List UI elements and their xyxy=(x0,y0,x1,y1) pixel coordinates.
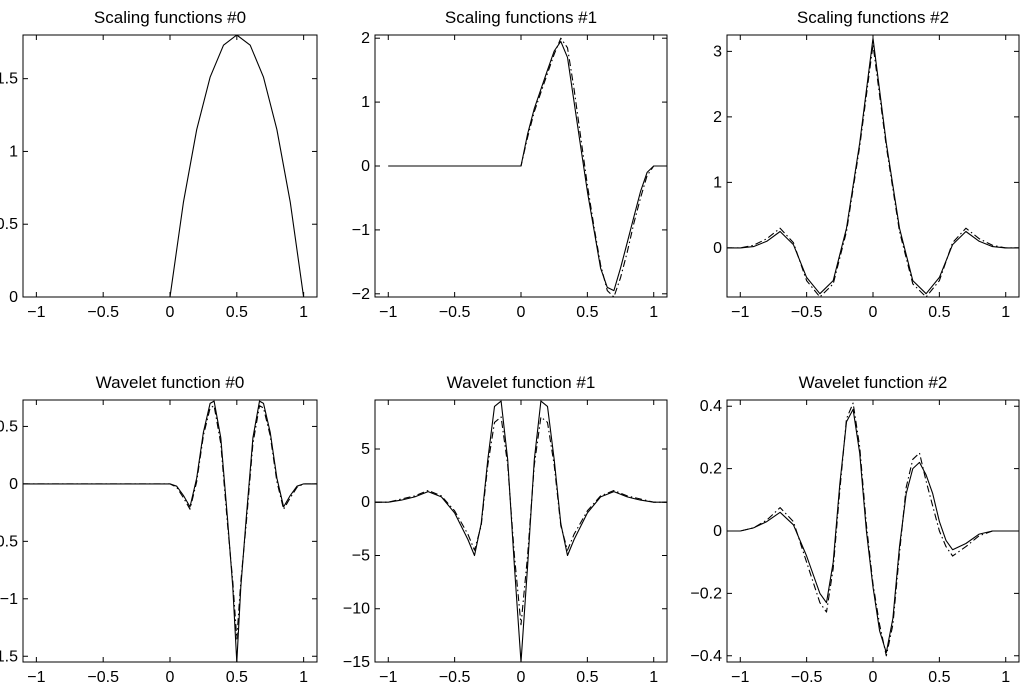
x-tick-label: 1 xyxy=(1001,669,1010,686)
y-tick-label: −0.2 xyxy=(690,585,722,602)
x-tick-label: −1 xyxy=(27,669,45,686)
x-tick-label: 1 xyxy=(299,669,308,686)
y-tick-label: 1 xyxy=(9,143,18,160)
subplot-2: Scaling functions #2 −1 −0.5 0 0.5 1 0 1 2 3 xyxy=(713,8,1020,321)
subplot-title: Scaling functions #1 xyxy=(445,8,597,27)
x-tick-label: 0 xyxy=(517,304,526,321)
x-tick-label: −0.5 xyxy=(791,669,823,686)
x-tick-label: 0.5 xyxy=(576,304,598,321)
plot-area xyxy=(169,35,305,297)
subplot-title: Scaling functions #2 xyxy=(797,8,949,27)
series-line-solid xyxy=(23,400,317,662)
x-tick-label: −1 xyxy=(379,669,397,686)
y-tick-label: 2 xyxy=(361,30,370,47)
y-tick-label: −2 xyxy=(352,286,370,303)
subplot-title: Wavelet function #1 xyxy=(447,373,596,392)
x-tick-label: −1 xyxy=(731,669,749,686)
series-line-solid xyxy=(375,400,667,662)
y-tick-label: 0 xyxy=(9,476,18,493)
x-tick-label: 0.5 xyxy=(226,669,248,686)
y-tick-label: −0.5 xyxy=(0,533,18,550)
x-tick-label: 0.5 xyxy=(576,669,598,686)
y-tick-label: −15 xyxy=(343,654,370,671)
axes-frame xyxy=(726,34,1020,298)
plot-area xyxy=(375,400,667,662)
y-tick-label: −1 xyxy=(352,222,370,239)
series-line-dashdot xyxy=(388,37,667,297)
x-tick-label: 0 xyxy=(869,304,878,321)
plot-area xyxy=(727,402,1019,657)
x-tick-label: −0.5 xyxy=(439,304,471,321)
y-tick-label: 0 xyxy=(361,158,370,175)
x-tick-label: 1 xyxy=(649,669,658,686)
y-tick-label: 1 xyxy=(713,174,722,191)
subplot-4: Wavelet function #1 −1 −0.5 0 0.5 1 −15 −10 −5 0 5 xyxy=(343,373,668,686)
x-tick-label: 0.5 xyxy=(928,669,950,686)
subplot-5: Wavelet function #2 −1 −0.5 0 0.5 1 −0.4 −0.2 0 0… xyxy=(690,373,1020,686)
x-tick-label: −0.5 xyxy=(791,304,823,321)
x-tick-label: 1 xyxy=(299,304,308,321)
y-tick-label: −0.4 xyxy=(690,648,722,665)
y-tick-label: −1.5 xyxy=(0,648,18,665)
y-tick-label: −1 xyxy=(0,591,18,608)
subplot-title: Wavelet function #0 xyxy=(96,373,245,392)
x-tick-label: 0 xyxy=(869,669,878,686)
series-line-dashdot xyxy=(375,416,667,626)
x-tick-label: 1 xyxy=(649,304,658,321)
x-tick-label: 0 xyxy=(166,304,175,321)
y-tick-label: 3 xyxy=(713,43,722,60)
plot-area xyxy=(727,37,1019,297)
subplot-title: Scaling functions #0 xyxy=(94,8,246,27)
y-tick-label: 1 xyxy=(361,94,370,111)
subplot-1: Scaling functions #1 −1 −0.5 0 0.5 1 −2 −1 0 1 2 xyxy=(352,8,668,321)
series-line-solid xyxy=(727,408,1019,654)
series-line-solid xyxy=(727,37,1019,295)
y-tick-label: −10 xyxy=(343,601,370,618)
y-tick-label: 0.4 xyxy=(700,398,722,415)
y-tick-label: 5 xyxy=(361,441,370,458)
x-tick-label: 0 xyxy=(166,669,175,686)
series-line-dashdot xyxy=(727,44,1019,297)
y-tick-label: 2 xyxy=(713,109,722,126)
series-line-dashdot xyxy=(23,405,317,640)
series-line-solid xyxy=(169,35,305,297)
subplot-title: Wavelet function #2 xyxy=(799,373,948,392)
axes-frame xyxy=(22,34,318,298)
x-tick-label: 0.5 xyxy=(226,304,248,321)
y-tick-label: 1.5 xyxy=(0,71,18,88)
axes-frame xyxy=(726,399,1020,663)
plot-area xyxy=(23,400,317,662)
x-tick-label: 0.5 xyxy=(928,304,950,321)
x-tick-label: 1 xyxy=(1001,304,1010,321)
y-tick-label: 0.5 xyxy=(0,418,18,435)
subplot-3: Wavelet function #0 −1 −0.5 0 0.5 1 −1.5 −1 −0.5… xyxy=(0,373,318,686)
x-tick-label: −1 xyxy=(27,304,45,321)
axes-frame xyxy=(22,399,318,663)
series-line-dashdot xyxy=(727,402,1019,657)
x-tick-label: −1 xyxy=(379,304,397,321)
y-tick-label: 0 xyxy=(713,523,722,540)
y-tick-label: 0.5 xyxy=(0,216,18,233)
series-line-solid xyxy=(388,40,667,292)
y-tick-label: 0 xyxy=(9,289,18,306)
x-tick-label: −0.5 xyxy=(87,669,119,686)
x-tick-label: −1 xyxy=(731,304,749,321)
plot-area xyxy=(388,37,667,297)
y-tick-label: −5 xyxy=(352,547,370,564)
x-tick-label: 0 xyxy=(517,669,526,686)
y-tick-label: 0.2 xyxy=(700,461,722,478)
x-tick-label: −0.5 xyxy=(439,669,471,686)
x-tick-label: −0.5 xyxy=(87,304,119,321)
subplot-0: Scaling functions #0 −1 −0.5 0 0.5 1 0 0.5 1 1.5 xyxy=(0,8,318,321)
y-tick-label: 0 xyxy=(361,494,370,511)
y-tick-label: 0 xyxy=(713,240,722,257)
